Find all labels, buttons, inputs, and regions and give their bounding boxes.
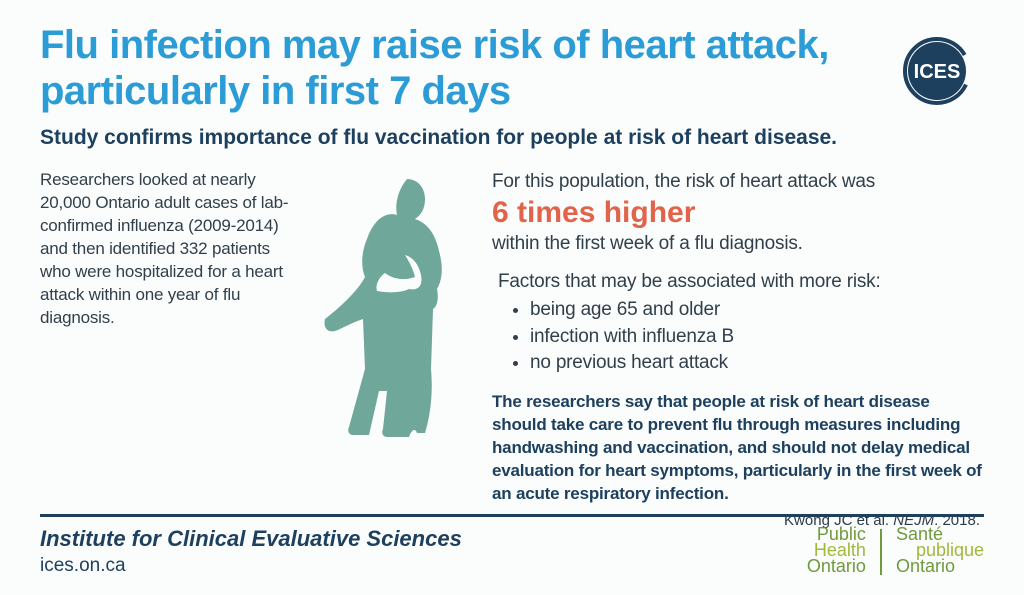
right-column: For this population, the risk of heart a… [488, 169, 984, 528]
page-subtitle: Study confirms importance of flu vaccina… [40, 124, 984, 151]
recommendation-text: The researchers say that people at risk … [492, 391, 984, 506]
body-content: Researchers looked at nearly 20,000 Onta… [40, 169, 984, 528]
footer-left: Institute for Clinical Evaluative Scienc… [40, 525, 462, 577]
public-health-ontario-logo: Public Health Ontario Santé publique Ont… [794, 525, 984, 579]
pho-english: Public Health Ontario [794, 525, 866, 579]
pho-french: Santé publique Ontario [896, 525, 984, 579]
left-column: Researchers looked at nearly 20,000 Onta… [40, 169, 290, 528]
list-item: being age 65 and older [530, 297, 984, 324]
lead-text-before: For this population, the risk of heart a… [492, 169, 984, 195]
pho-divider [880, 529, 882, 575]
ices-logo-text: ICES [914, 61, 961, 83]
institute-name: Institute for Clinical Evaluative Scienc… [40, 525, 462, 553]
ices-logo: ICES [898, 32, 976, 115]
highlight-statistic: 6 times higher [492, 195, 984, 231]
pho-fr-line3: Ontario [896, 557, 984, 575]
factors-heading: Factors that may be associated with more… [498, 269, 984, 296]
list-item: no previous heart attack [530, 350, 984, 377]
silhouette-figure [304, 169, 474, 528]
lead-text-after: within the first week of a flu diagnosis… [492, 231, 984, 257]
ices-logo-icon: ICES [898, 32, 976, 110]
infographic-page: Flu infection may raise risk of heart at… [0, 0, 1024, 595]
factors-list: being age 65 and older infection with in… [498, 297, 984, 377]
pho-en-line3: Ontario [794, 557, 866, 575]
footer: Institute for Clinical Evaluative Scienc… [40, 514, 984, 579]
footer-rule [40, 514, 984, 517]
person-coughing-icon [309, 169, 469, 449]
list-item: infection with influenza B [530, 324, 984, 351]
study-description: Researchers looked at nearly 20,000 Onta… [40, 169, 290, 330]
page-title: Flu infection may raise risk of heart at… [40, 22, 984, 114]
footer-row: Institute for Clinical Evaluative Scienc… [40, 525, 984, 579]
header: Flu infection may raise risk of heart at… [40, 22, 984, 151]
institute-url: ices.on.ca [40, 555, 462, 577]
risk-factors: Factors that may be associated with more… [492, 269, 984, 377]
